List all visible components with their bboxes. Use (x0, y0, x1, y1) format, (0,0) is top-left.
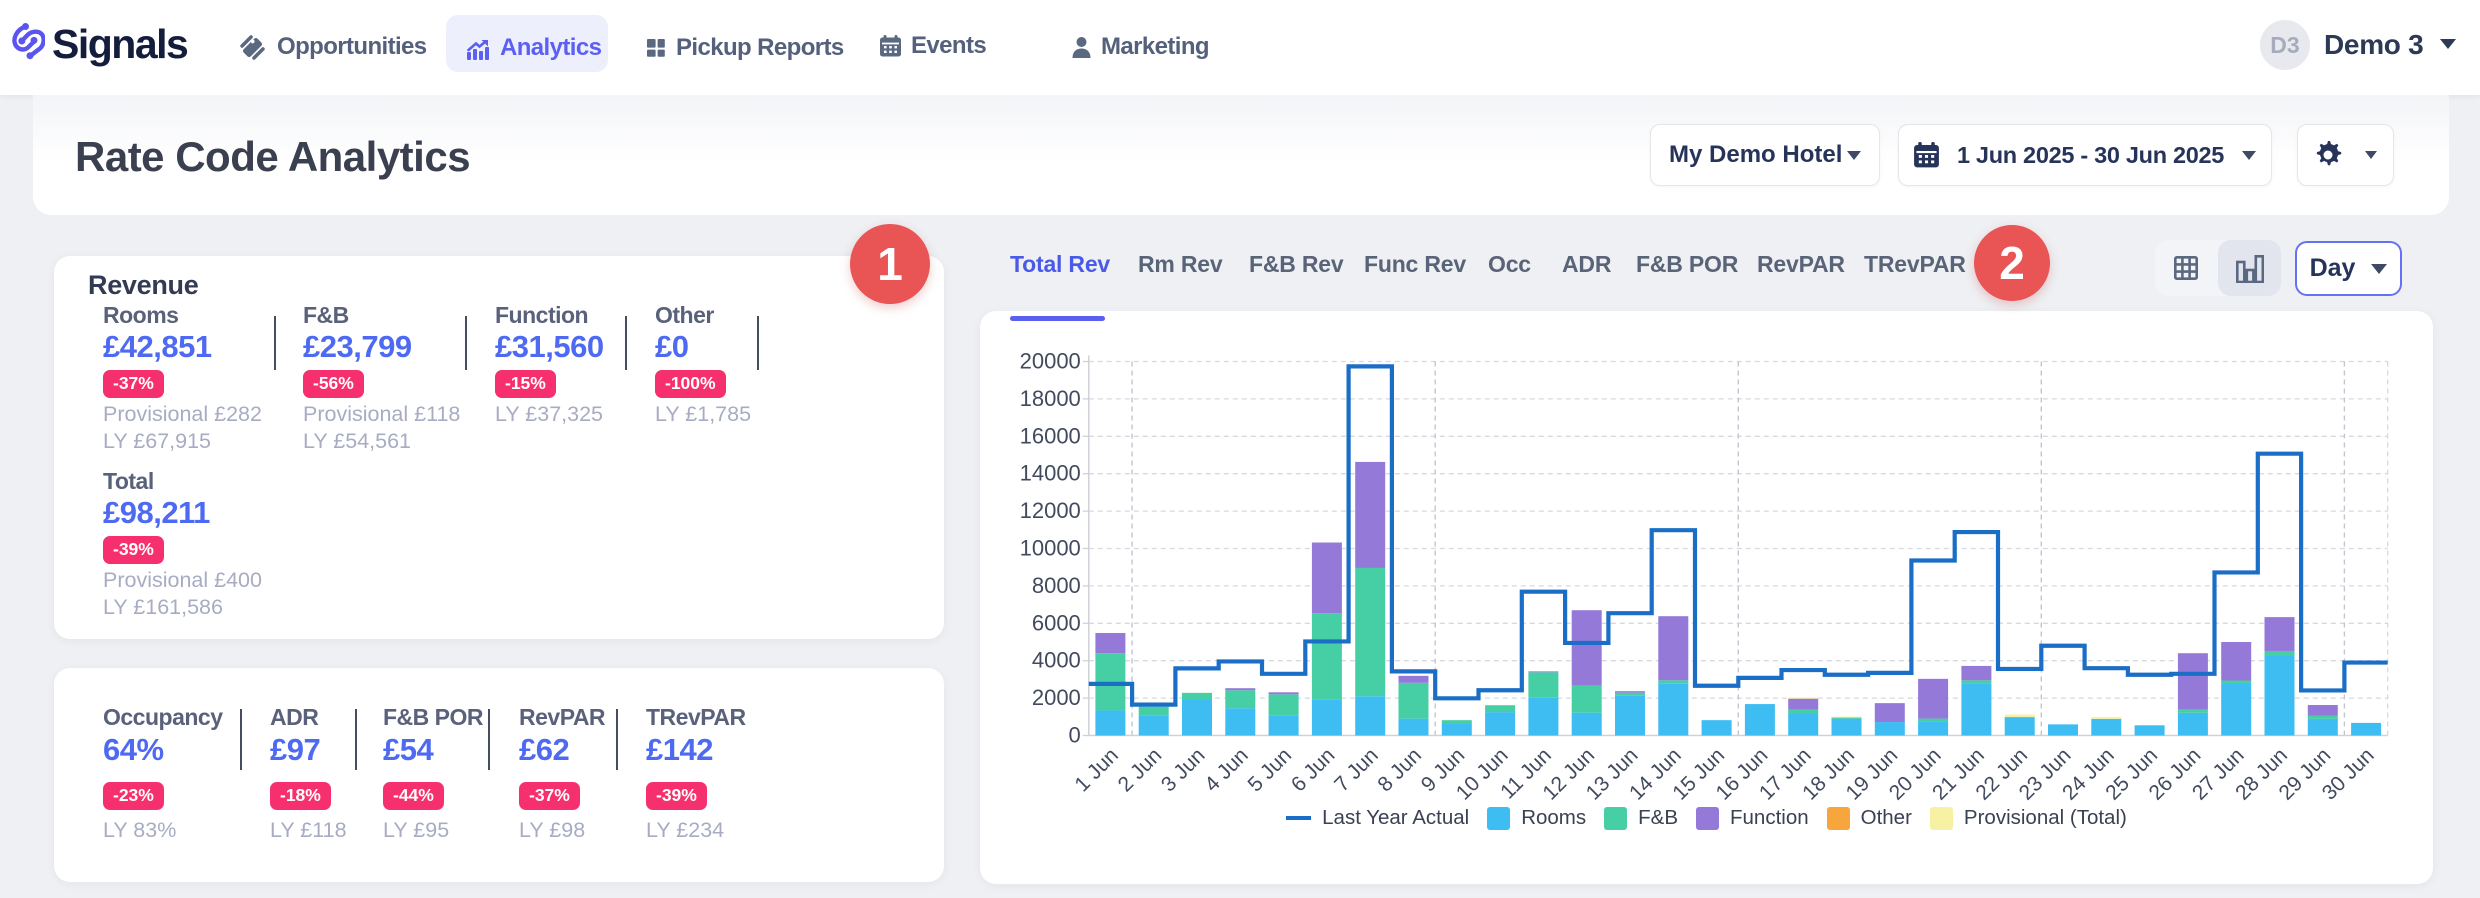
svg-text:10000: 10000 (1020, 536, 1081, 561)
svg-text:4 Jun: 4 Jun (1200, 744, 1253, 797)
svg-text:0: 0 (1069, 723, 1081, 748)
svg-text:1 Jun: 1 Jun (1070, 744, 1123, 797)
svg-text:18000: 18000 (1020, 386, 1081, 411)
svg-text:7 Jun: 7 Jun (1330, 744, 1383, 797)
svg-text:8 Jun: 8 Jun (1373, 744, 1426, 797)
svg-text:2 Jun: 2 Jun (1114, 744, 1167, 797)
svg-text:14000: 14000 (1020, 461, 1081, 486)
svg-text:12000: 12000 (1020, 498, 1081, 523)
svg-text:5 Jun: 5 Jun (1244, 744, 1297, 797)
svg-text:20000: 20000 (1020, 349, 1081, 374)
svg-text:3 Jun: 3 Jun (1157, 744, 1210, 797)
svg-text:8000: 8000 (1032, 573, 1081, 598)
svg-text:2000: 2000 (1032, 685, 1081, 710)
svg-text:6 Jun: 6 Jun (1287, 744, 1340, 797)
svg-text:4000: 4000 (1032, 648, 1081, 673)
svg-text:6000: 6000 (1032, 610, 1081, 635)
svg-text:16000: 16000 (1020, 423, 1081, 448)
